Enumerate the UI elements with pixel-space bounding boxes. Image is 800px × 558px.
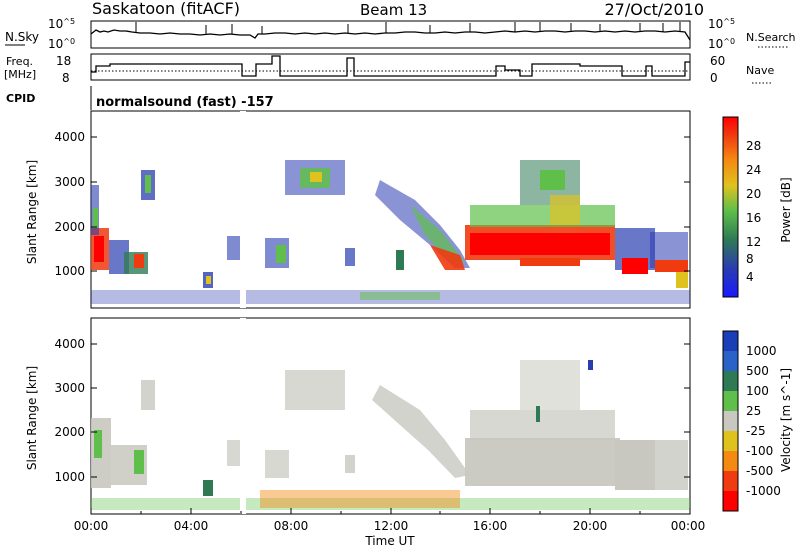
xtick-1600: 16:00 [473, 519, 508, 533]
freq-nave-panel: Freq. [MHz] 18 8 60 0 Nave [4, 53, 774, 85]
power-colorbar: 28 24 20 16 12 8 4 Power [dB] [722, 116, 793, 298]
velocity-ytick-4000: 4000 [54, 337, 85, 351]
power-cbar-tick-20: 20 [746, 187, 761, 201]
velocity-cbar-tick-minus25: -25 [746, 424, 766, 438]
velocity-colorbar: 1000 500 100 25 -25 -100 -500 -1000 Velo… [722, 330, 793, 512]
power-cbar-tick-24: 24 [746, 163, 761, 177]
freq-ytick-bottom: 8 [62, 71, 70, 85]
velocity-cbar-tick-500: 500 [746, 364, 769, 378]
noise-ytick-bottom-right: 10^0 [708, 37, 735, 51]
xtick-2000: 20:00 [573, 519, 608, 533]
xtick-0800: 08:00 [274, 519, 309, 533]
beam-title: Beam 13 [360, 1, 427, 19]
noise-ytick-top-left: 10^5 [48, 17, 75, 31]
power-ytick-2000: 2000 [54, 220, 85, 234]
cpid-label: CPID [6, 92, 35, 105]
xtick-2400: 00:00 [671, 519, 706, 533]
nave-ytick-top: 60 [710, 54, 725, 68]
frequency-trace [91, 55, 690, 77]
power-cbar-tick-16: 16 [746, 211, 761, 225]
xtick-0000: 00:00 [74, 519, 109, 533]
power-cbar-tick-12: 12 [746, 235, 761, 249]
nave-ytick-bottom: 0 [710, 71, 718, 85]
velocity-cbar-tick-1000: 1000 [746, 344, 777, 358]
noise-ytick-bottom-left: 10^0 [48, 37, 75, 51]
velocity-scatter [91, 360, 690, 510]
velocity-xaxis: 00:00 04:00 08:00 12:00 16:00 20:00 00:0… [74, 508, 706, 533]
power-cbar-tick-4: 4 [746, 270, 754, 284]
noise-spikes [135, 22, 681, 34]
velocity-cbar-label: Velocity [m s^-1] [779, 368, 793, 472]
xtick-0400: 04:00 [174, 519, 209, 533]
noise-trace [90, 29, 691, 41]
power-panel: 4000 3000 2000 1000 Slant Range [km] [25, 110, 691, 309]
noise-ytick-top-right: 10^5 [708, 17, 735, 31]
freq-ytick-top: 18 [56, 54, 71, 68]
noise-right-label: N.Search [746, 31, 796, 44]
velocity-cbar-tick-100: 100 [746, 384, 769, 398]
cpid-value: normalsound (fast) -157 [96, 95, 274, 110]
power-ytick-3000: 3000 [54, 175, 85, 189]
velocity-ytick-2000: 2000 [54, 425, 85, 439]
date-title: 27/Oct/2010 [604, 0, 704, 19]
noise-panel: N.Sky N.Search 10^5 10^0 10^5 10^0 [5, 17, 796, 51]
velocity-ylabel: Slant Range [km] [25, 366, 39, 470]
velocity-cbar-tick-minus100: -100 [746, 444, 773, 458]
nave-label: Nave [746, 64, 774, 77]
power-cbar-label: Power [dB] [779, 177, 793, 242]
velocity-cbar-tick-25: 25 [746, 404, 761, 418]
freq-label-line1: Freq. [6, 55, 33, 68]
power-cbar-tick-28: 28 [746, 139, 761, 153]
velocity-cbar-tick-minus1000: -1000 [746, 484, 781, 498]
xtick-1200: 12:00 [374, 519, 409, 533]
power-ylabel: Slant Range [km] [25, 160, 39, 264]
freq-label-line2: [MHz] [4, 68, 36, 81]
velocity-ytick-3000: 3000 [54, 381, 85, 395]
power-cbar-tick-8: 8 [746, 252, 754, 266]
power-scatter [91, 160, 690, 304]
velocity-panel: 4000 3000 2000 1000 Slant Range [km] 00:… [25, 317, 706, 548]
velocity-xlabel: Time UT [364, 534, 415, 548]
velocity-ytick-1000: 1000 [54, 470, 85, 484]
power-ytick-4000: 4000 [54, 130, 85, 144]
power-ytick-1000: 1000 [54, 264, 85, 278]
station-title: Saskatoon (fitACF) [92, 0, 240, 18]
velocity-yaxis: 4000 3000 2000 1000 [54, 337, 690, 484]
power-yaxis: 4000 3000 2000 1000 [54, 130, 690, 278]
velocity-cbar-tick-minus500: -500 [746, 464, 773, 478]
noise-left-label: N.Sky [5, 30, 39, 44]
